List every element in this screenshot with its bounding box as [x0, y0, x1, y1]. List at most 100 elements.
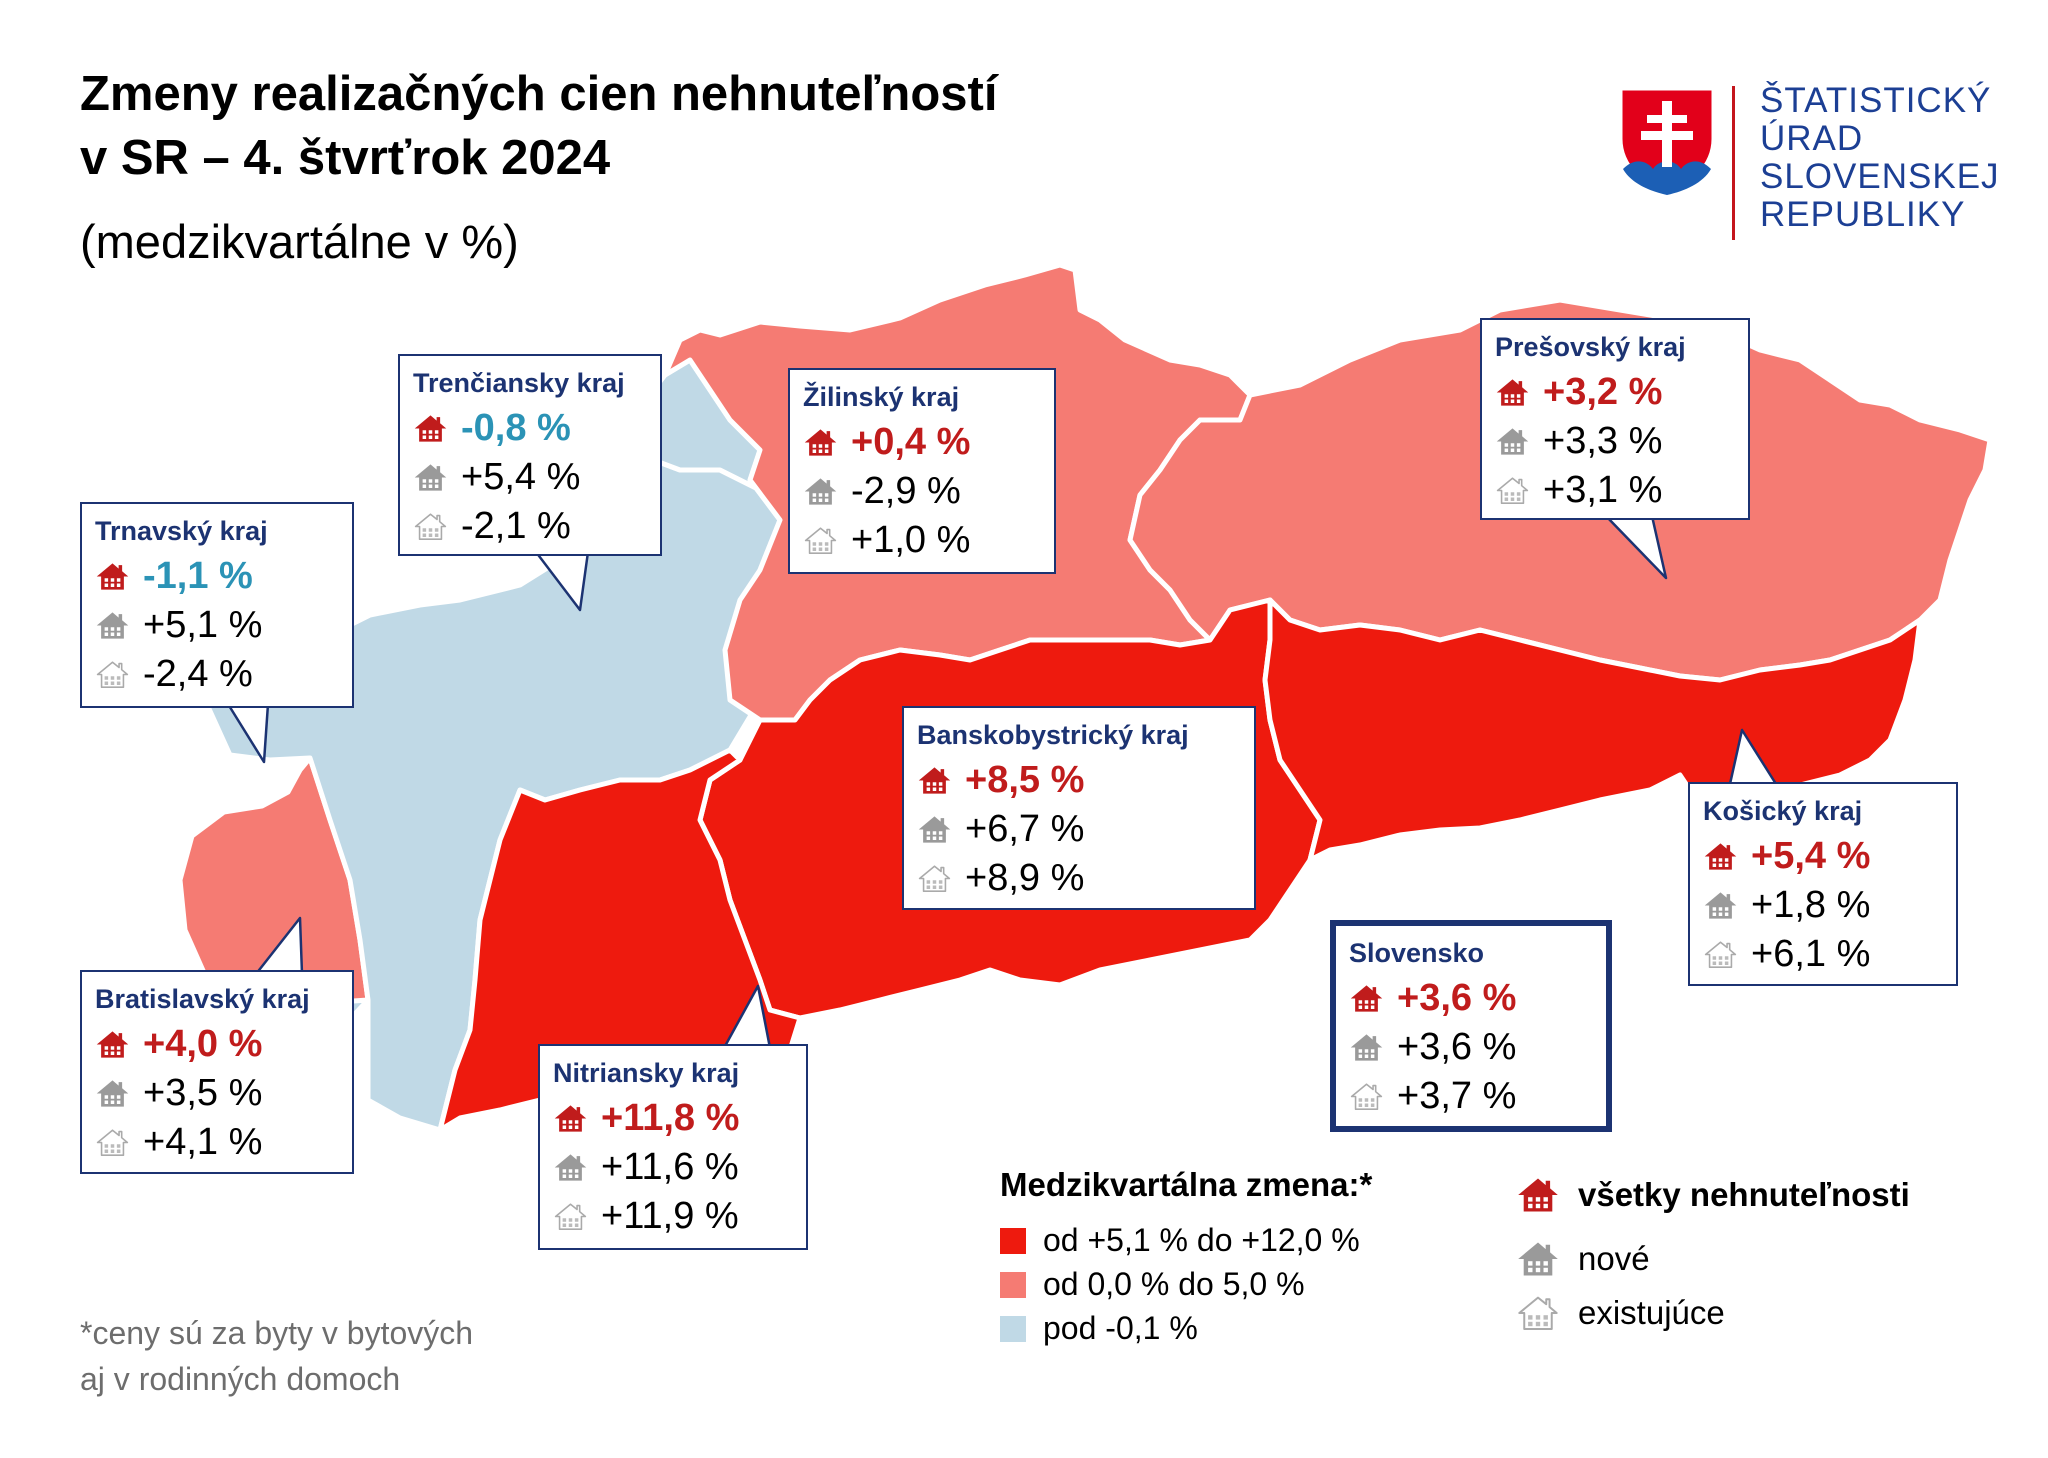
title-line-1: Zmeny realizačných cien nehnuteľností	[80, 67, 998, 121]
value-all: +0,4 %	[851, 421, 971, 463]
callout-trenciansky[interactable]: Trenčiansky kraj -0,8 % +5,4 % -2,1 %	[398, 354, 662, 556]
value-existing: +4,1 %	[143, 1121, 263, 1163]
value-new: +3,5 %	[143, 1072, 263, 1114]
icon-legend-label-all: všetky nehnuteľnosti	[1578, 1176, 1910, 1213]
value-new: +3,3 %	[1543, 420, 1663, 462]
callout-presovsky[interactable]: Prešovský kraj +3,2 % +3,3 % +3,1 %	[1480, 318, 1750, 520]
value-new: -2,9 %	[851, 470, 961, 512]
value-existing: +6,1 %	[1751, 933, 1871, 975]
house-new-icon	[1703, 890, 1738, 921]
value-all: -1,1 %	[143, 555, 253, 597]
value-all: +4,0 %	[143, 1023, 263, 1065]
house-all-icon	[553, 1103, 588, 1134]
pointer-trnavsky	[226, 702, 270, 764]
pointer-nitriansky	[722, 984, 772, 1050]
icon-legend-existing: existujúce	[1516, 1294, 1725, 1332]
footnote-line-2: aj v rodinných domoch	[80, 1361, 401, 1397]
value-all: +3,2 %	[1543, 371, 1663, 413]
house-new-icon	[803, 476, 838, 507]
value-all: -0,8 %	[461, 407, 571, 449]
value-existing: +11,9 %	[601, 1195, 739, 1237]
footnote-line-1: *ceny sú za byty v bytových	[80, 1315, 474, 1351]
legend-item-mid: od 0,0 % do 5,0 %	[1000, 1266, 1305, 1303]
title-line-2: v SR – 4. štvrťrok 2024	[80, 131, 611, 185]
house-existing-icon	[1349, 1081, 1384, 1112]
legend-item-high: od +5,1 % do +12,0 %	[1000, 1222, 1360, 1259]
house-all-icon	[95, 561, 130, 592]
value-existing: +3,7 %	[1397, 1075, 1517, 1117]
house-all-icon	[803, 427, 838, 458]
icon-legend-label-existing: existujúce	[1578, 1294, 1725, 1331]
region-name: Košický kraj	[1703, 796, 1863, 826]
house-all-icon	[413, 413, 448, 444]
house-existing-icon	[413, 511, 448, 542]
house-existing-icon	[1495, 475, 1530, 506]
house-all-icon	[1703, 841, 1738, 872]
legend-swatch-high	[1000, 1227, 1026, 1254]
map-title: Zmeny realizačných cien nehnuteľností v …	[80, 62, 997, 190]
house-new-icon	[413, 462, 448, 493]
house-new-icon	[95, 610, 130, 641]
value-all: +8,5 %	[965, 759, 1085, 801]
legend-label-mid: od 0,0 % do 5,0 %	[1043, 1266, 1305, 1302]
logo-line-1: ŠTATISTICKÝ	[1760, 81, 1992, 120]
callout-kosicky[interactable]: Košický kraj +5,4 % +1,8 % +6,1 %	[1688, 782, 1958, 986]
footnote: *ceny sú za byty v bytových aj v rodinný…	[80, 1310, 473, 1402]
value-new: +5,1 %	[143, 604, 263, 646]
region-name: Nitriansky kraj	[553, 1058, 740, 1088]
legend-label-high: od +5,1 % do +12,0 %	[1043, 1222, 1360, 1258]
legend-swatch-mid	[1000, 1271, 1026, 1298]
pointer-kosicky	[1728, 728, 1778, 786]
region-name: Prešovský kraj	[1495, 332, 1686, 362]
icon-legend-new: nové	[1516, 1240, 1650, 1278]
value-existing: -2,4 %	[143, 653, 253, 695]
house-new-icon	[1349, 1032, 1384, 1063]
house-new-icon	[917, 814, 952, 845]
callout-nitriansky[interactable]: Nitriansky kraj +11,8 % +11,6 % +11,9 %	[538, 1044, 808, 1250]
pointer-trenciansky	[534, 550, 590, 612]
logo-wordmark: ŠTATISTICKÝ ÚRAD SLOVENSKEJ REPUBLIKY	[1760, 82, 2000, 234]
logo-divider	[1732, 86, 1735, 240]
house-existing-icon	[1516, 1294, 1560, 1332]
house-new-icon	[95, 1078, 130, 1109]
callout-slovensko[interactable]: Slovensko +3,6 % +3,6 % +3,7 %	[1330, 920, 1612, 1132]
legend-title: Medzikvartálna zmena:*	[1000, 1166, 1373, 1203]
callout-trnavsky[interactable]: Trnavský kraj -1,1 % +5,1 % -2,4 %	[80, 502, 354, 708]
pointer-bratislavsky	[254, 916, 304, 976]
house-existing-icon	[95, 1127, 130, 1158]
house-all-icon	[917, 765, 952, 796]
house-all-icon	[1516, 1176, 1560, 1214]
house-existing-icon	[1703, 939, 1738, 970]
value-all: +11,8 %	[601, 1097, 740, 1139]
value-existing: +1,0 %	[851, 519, 971, 561]
region-name: Trnavský kraj	[95, 516, 268, 546]
logo-line-4: REPUBLIKY	[1760, 195, 1966, 234]
value-existing: -2,1 %	[461, 505, 571, 547]
house-new-icon	[1516, 1240, 1560, 1278]
icon-legend-label-new: nové	[1578, 1240, 1650, 1277]
slovak-coat-of-arms-logo	[1619, 87, 1715, 197]
pointer-presovsky	[1604, 514, 1668, 580]
region-name: Slovensko	[1349, 938, 1485, 968]
value-new: +1,8 %	[1751, 884, 1871, 926]
house-existing-icon	[917, 863, 952, 894]
house-existing-icon	[553, 1201, 588, 1232]
region-kosicky[interactable]	[1262, 597, 1923, 863]
value-all: +5,4 %	[1751, 835, 1871, 877]
callout-bratislavsky[interactable]: Bratislavský kraj +4,0 % +3,5 % +4,1 %	[80, 970, 354, 1174]
value-new: +5,4 %	[461, 456, 581, 498]
callout-banskobystricky[interactable]: Banskobystrický kraj +8,5 % +6,7 % +8,9 …	[902, 706, 1256, 910]
house-all-icon	[1349, 983, 1384, 1014]
house-existing-icon	[803, 525, 838, 556]
house-all-icon	[95, 1029, 130, 1060]
callout-zilinsky[interactable]: Žilinský kraj +0,4 % -2,9 % +1,0 %	[788, 368, 1056, 574]
value-new: +11,6 %	[601, 1146, 739, 1188]
value-all: +3,6 %	[1397, 977, 1517, 1019]
legend-item-low: pod -0,1 %	[1000, 1310, 1198, 1347]
house-all-icon	[1495, 377, 1530, 408]
logo-line-2: ÚRAD	[1760, 119, 1864, 158]
value-new: +3,6 %	[1397, 1026, 1517, 1068]
region-name: Bratislavský kraj	[95, 984, 310, 1014]
value-existing: +3,1 %	[1543, 469, 1663, 511]
legend-label-low: pod -0,1 %	[1043, 1310, 1198, 1346]
